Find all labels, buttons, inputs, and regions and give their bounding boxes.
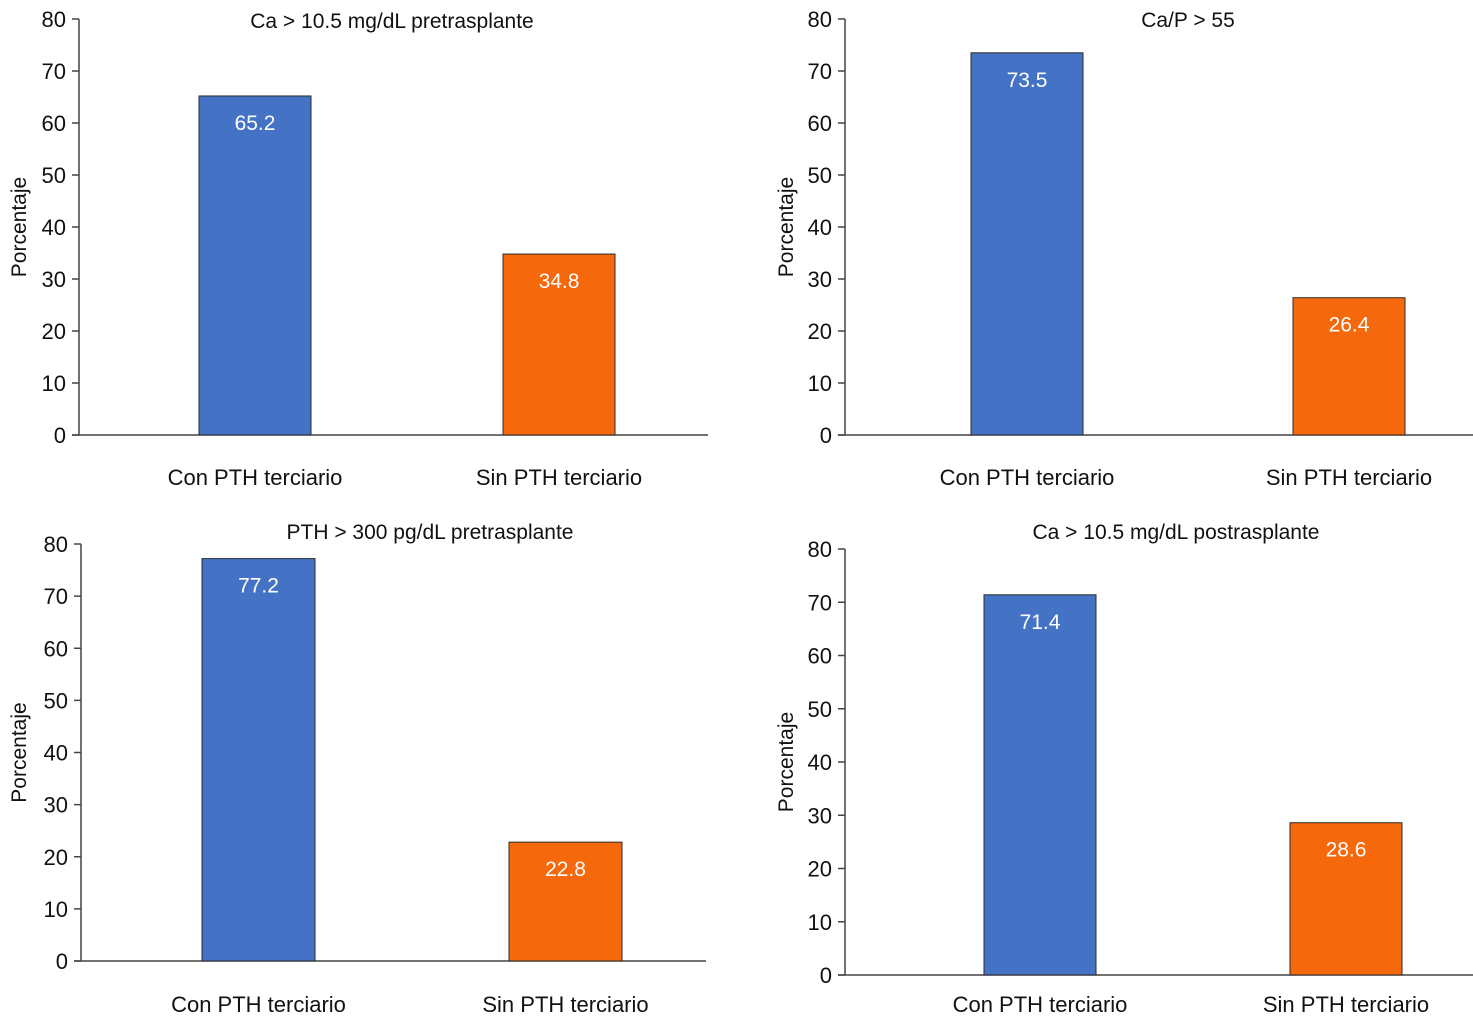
bar xyxy=(201,558,316,962)
y-tick-label: 40 xyxy=(42,215,66,240)
y-tick-label: 0 xyxy=(54,423,66,448)
y-tick-label: 10 xyxy=(808,371,832,396)
y-tick-label: 80 xyxy=(44,532,68,557)
y-tick-label: 50 xyxy=(42,163,66,188)
x-category-label: Sin PTH terciario xyxy=(1266,465,1432,490)
y-tick-label: 60 xyxy=(808,111,832,136)
y-tick-label: 70 xyxy=(808,590,832,615)
y-tick-label: 30 xyxy=(44,793,68,818)
y-tick-label: 50 xyxy=(44,688,68,713)
y-tick-label: 80 xyxy=(808,537,832,562)
x-category-label: Con PTH terciario xyxy=(171,992,346,1017)
chart-title: Ca > 10.5 mg/dL postrasplante xyxy=(1033,521,1320,544)
y-tick-label: 50 xyxy=(808,163,832,188)
y-tick-label: 40 xyxy=(808,750,832,775)
y-tick-label: 70 xyxy=(808,59,832,84)
y-tick-label: 40 xyxy=(44,741,68,766)
chart-title: Ca > 10.5 mg/dL pretrasplante xyxy=(250,10,533,33)
bar xyxy=(970,52,1084,436)
chart-panel-4: Ca > 10.5 mg/dL postrasplante 0 10 20 30 40 50… xyxy=(775,521,1473,1017)
y-tick-label: 0 xyxy=(56,949,68,974)
bar-value-label: 71.4 xyxy=(1020,611,1061,634)
y-tick-label: 60 xyxy=(44,636,68,661)
x-category-label: Sin PTH terciario xyxy=(476,465,642,490)
y-tick-label: 80 xyxy=(42,7,66,32)
y-tick-label: 60 xyxy=(808,644,832,669)
y-tick-label: 30 xyxy=(42,267,66,292)
y-tick-label: 10 xyxy=(44,897,68,922)
y-tick-label: 10 xyxy=(42,371,66,396)
y-axis-label: Porcentaje xyxy=(775,712,798,812)
y-tick-label: 80 xyxy=(808,7,832,32)
y-tick-label: 30 xyxy=(808,803,832,828)
y-axis-label: Porcentaje xyxy=(775,177,798,277)
bar xyxy=(198,95,312,436)
y-tick-label: 20 xyxy=(44,845,68,870)
bar-value-label: 73.5 xyxy=(1007,69,1048,92)
bar xyxy=(1289,822,1403,976)
x-category-label: Con PTH terciario xyxy=(953,992,1128,1017)
chart-title: Ca/P > 55 xyxy=(1141,9,1235,32)
bar xyxy=(1292,297,1406,436)
bar-value-label: 65.2 xyxy=(235,112,276,135)
y-tick-label: 70 xyxy=(42,59,66,84)
chart-panel-3: PTH > 300 pg/dL pretrasplante 0 10 20 30 40 50… xyxy=(8,521,706,1017)
x-category-label: Sin PTH terciario xyxy=(1263,992,1429,1017)
x-category-label: Con PTH terciario xyxy=(940,465,1115,490)
y-tick-label: 40 xyxy=(808,215,832,240)
bar-value-label: 77.2 xyxy=(238,575,279,598)
y-tick-label: 60 xyxy=(42,111,66,136)
y-tick-label: 20 xyxy=(808,857,832,882)
y-tick-label: 20 xyxy=(42,319,66,344)
x-category-label: Con PTH terciario xyxy=(168,465,343,490)
bar xyxy=(502,253,616,436)
y-tick-label: 0 xyxy=(820,963,832,988)
y-tick-label: 70 xyxy=(44,584,68,609)
bar xyxy=(508,841,623,962)
bar-value-label: 28.6 xyxy=(1326,839,1367,862)
bar-value-label: 26.4 xyxy=(1329,314,1370,337)
bar-value-label: 34.8 xyxy=(539,270,580,293)
bar xyxy=(983,594,1097,976)
bar-value-label: 22.8 xyxy=(545,858,586,881)
x-category-label: Sin PTH terciario xyxy=(482,992,648,1017)
y-tick-label: 20 xyxy=(808,319,832,344)
chart-title: PTH > 300 pg/dL pretrasplante xyxy=(287,521,574,544)
y-axis-label: Porcentaje xyxy=(8,702,31,802)
y-tick-label: 30 xyxy=(808,267,832,292)
y-tick-label: 50 xyxy=(808,697,832,722)
y-axis-label: Porcentaje xyxy=(8,177,31,277)
y-tick-label: 10 xyxy=(808,910,832,935)
y-tick-label: 0 xyxy=(820,423,832,448)
chart-panel-1: Ca > 10.5 mg/dL pretrasplante 0 10 20 30 40 50… xyxy=(8,7,708,490)
chart-panel-2: Ca/P > 55 0 10 20 30 40 50 60 70 80 Porcentaje 73.5… xyxy=(775,7,1473,490)
